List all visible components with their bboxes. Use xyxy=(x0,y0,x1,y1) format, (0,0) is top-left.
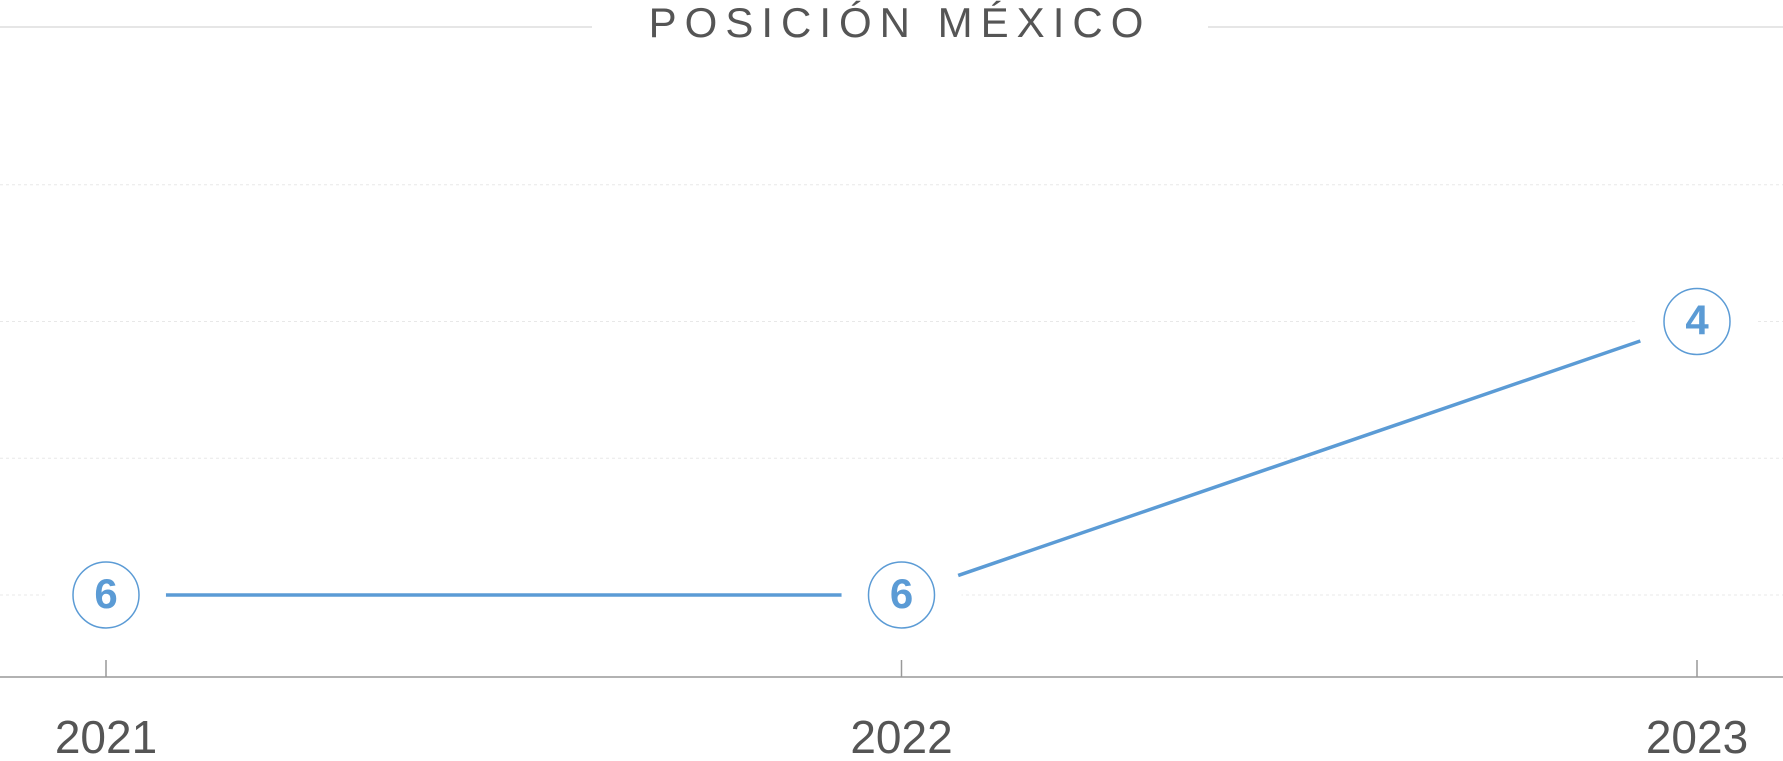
data-label: 6 xyxy=(94,570,117,617)
data-label: 4 xyxy=(1685,297,1709,344)
marker xyxy=(72,561,140,629)
x-tick-label: 2022 xyxy=(850,711,952,761)
marker xyxy=(867,561,936,629)
x-tick-label: 2021 xyxy=(55,711,157,761)
x-tick-label: 2023 xyxy=(1646,711,1748,761)
data-label: 6 xyxy=(890,570,913,617)
chart-title: POSICIÓN MÉXICO xyxy=(649,0,1152,46)
marker xyxy=(1663,287,1731,356)
